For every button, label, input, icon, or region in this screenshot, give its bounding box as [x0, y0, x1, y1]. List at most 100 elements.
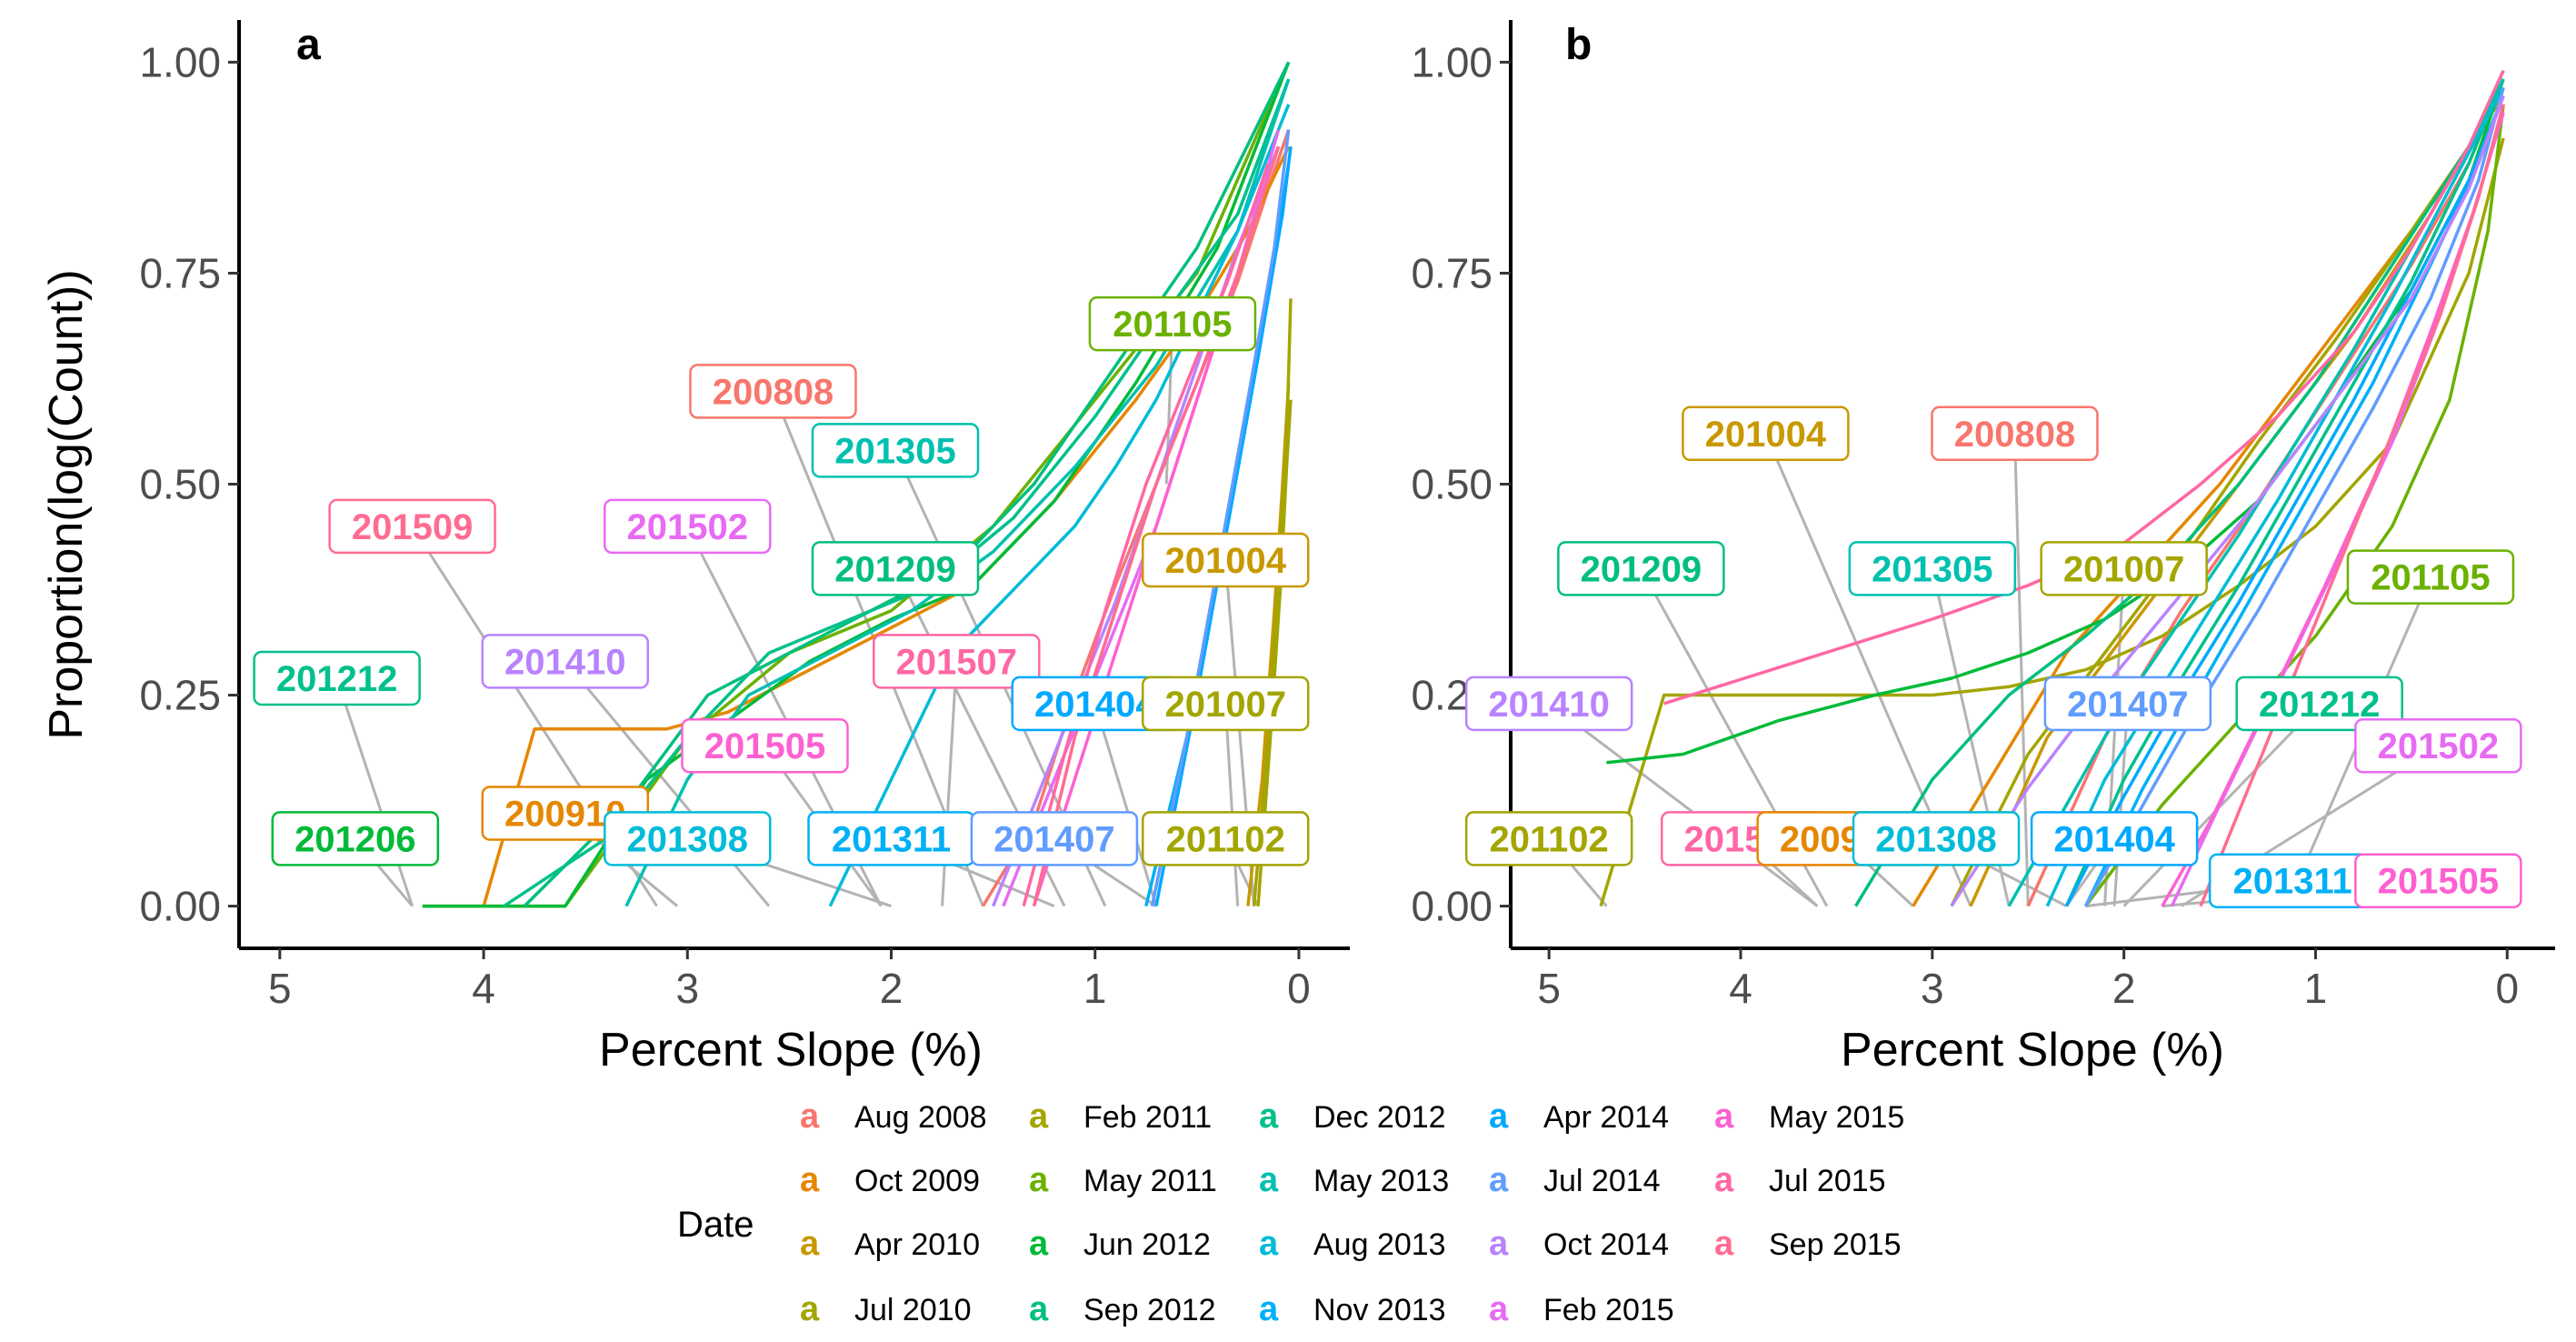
x-tick-label: 3	[1921, 965, 1944, 1012]
legend-item-201311: a Nov 2013	[1259, 1290, 1446, 1328]
legend-key-glyph: a	[1714, 1225, 1734, 1263]
series-label-text: 201308	[1875, 819, 1996, 859]
legend-key-glyph: a	[1714, 1097, 1734, 1136]
legend-item-label: May 2015	[1769, 1100, 1904, 1135]
x-tick-label: 1	[2304, 965, 2328, 1012]
legend-item-201209: a Sep 2012	[1029, 1290, 1216, 1328]
series-label-201007: 201007	[1141, 676, 1310, 732]
legend-key-glyph: a	[1029, 1097, 1049, 1136]
legend-key-glyph: a	[1259, 1225, 1279, 1263]
legend-item-label: Aug 2008	[854, 1100, 987, 1135]
legend-item-201410: a Oct 2014	[1489, 1225, 1669, 1263]
series-label-text: 201305	[834, 431, 955, 471]
legend-item-label: Jul 2010	[854, 1293, 972, 1327]
legend-key-glyph: a	[1489, 1161, 1509, 1199]
series-line-201209	[1854, 69, 2505, 907]
series-label-text: 201007	[2063, 549, 2184, 589]
series-label-box	[811, 541, 980, 596]
legend-item-label: Jun 2012	[1083, 1227, 1211, 1262]
series-line-201102	[1599, 137, 2505, 907]
series-label-201502: 201502	[604, 498, 772, 555]
x-tick-label: 0	[2495, 965, 2519, 1012]
legend-item-201404: a Apr 2014	[1489, 1097, 1669, 1136]
legend-item-201507: a Jul 2015	[1714, 1161, 1886, 1199]
series-label-text: 201407	[2067, 685, 2188, 725]
series-line-201509	[2199, 104, 2505, 907]
series-line-201212	[2064, 78, 2505, 907]
legend-item-201407: a Jul 2014	[1489, 1161, 1661, 1199]
legend-item-label: May 2011	[1083, 1164, 1217, 1198]
series-label-text: 201404	[1034, 685, 1156, 725]
series-label-box	[873, 634, 1041, 689]
series-label-box	[689, 364, 857, 419]
series-label-text: 201410	[1488, 685, 1609, 725]
x-tick-label: 5	[1537, 965, 1561, 1012]
legend-key-glyph: a	[800, 1161, 820, 1199]
panel-a-tag: a	[296, 21, 321, 69]
series-line-201308	[2045, 86, 2505, 907]
series-label-text: 201212	[276, 659, 397, 699]
legend-item-label: Sep 2015	[1769, 1227, 1902, 1262]
series-label-200808: 200808	[689, 364, 857, 419]
series-label-201212: 201212	[253, 650, 421, 706]
series-label-text: 201407	[993, 819, 1114, 859]
legend-item-label: Aug 2013	[1313, 1227, 1446, 1262]
legend-item-label: May 2013	[1313, 1164, 1449, 1198]
series-label-box	[2354, 853, 2522, 908]
legend-item-label: Sep 2012	[1083, 1293, 1216, 1327]
series-label-201502: 201502	[2354, 717, 2522, 774]
x-tick-label: 1	[1083, 965, 1107, 1012]
legend-item-201004: a Apr 2010	[800, 1225, 980, 1263]
legend-key-glyph: a	[800, 1290, 820, 1328]
series-label-box	[253, 650, 421, 706]
series-label-201206: 201206	[271, 811, 440, 866]
legend-item-label: Feb 2011	[1083, 1100, 1212, 1135]
series-label-text: 201502	[627, 507, 748, 547]
series-label-box	[2043, 676, 2212, 732]
legend-key-glyph: a	[1259, 1290, 1279, 1328]
series-label-201407: 201407	[970, 811, 1139, 866]
series-line-201410	[1950, 95, 2505, 907]
legend-title: Date	[677, 1205, 754, 1245]
series-label-box	[2235, 676, 2403, 732]
series-line-201509	[1032, 145, 1281, 907]
series-label-201311: 201311	[2208, 853, 2377, 908]
legend-item-label: Nov 2013	[1313, 1293, 1446, 1327]
y-tick-label: 0.50	[1411, 461, 1493, 508]
series-label-text: 201209	[1581, 549, 1702, 589]
legend-item-201305: a May 2013	[1259, 1161, 1449, 1199]
series-line-201407	[2083, 86, 2505, 907]
legend-item-label: Oct 2009	[854, 1164, 980, 1198]
series-label-text: 200808	[1954, 415, 2075, 455]
y-tick-label: 1.00	[139, 38, 221, 85]
series-label-text: 201308	[627, 819, 748, 859]
series-label-text: 201311	[832, 819, 951, 859]
series-label-201507: 201507	[873, 634, 1041, 689]
label-leader-201212	[335, 677, 414, 907]
series-label-201410: 201410	[481, 634, 650, 689]
series-label-box	[1464, 811, 1633, 866]
series-label-text: 201509	[352, 507, 473, 547]
series-label-text: 201502	[2378, 726, 2499, 766]
y-tick-label: 0.75	[1411, 249, 1493, 296]
legend-key-glyph: a	[1029, 1161, 1049, 1199]
legend-item-201206: a Jun 2012	[1029, 1225, 1211, 1263]
series-line-201407	[1150, 129, 1291, 906]
label-leader-201007	[1223, 703, 1240, 906]
panel-b-tag: b	[1565, 21, 1592, 69]
label-leader-200808	[2012, 433, 2030, 906]
series-label-text: 201102	[1490, 819, 1609, 859]
series-label-201209: 201209	[1557, 541, 1725, 596]
legend-key-glyph: a	[1259, 1097, 1279, 1136]
legend-item-201007: a Jul 2010	[800, 1290, 972, 1328]
legend-key-glyph: a	[1029, 1290, 1049, 1328]
series-label-box	[1141, 532, 1310, 588]
y-tick-label: 0.75	[139, 249, 221, 296]
panel-a: 0.000.250.500.751.005 4 3 2 1 020110520080820…	[139, 20, 1350, 1012]
series-label-text: 201505	[704, 726, 825, 766]
legend-item-label: Oct 2014	[1543, 1227, 1669, 1262]
legend-key-glyph: a	[800, 1097, 820, 1136]
series-label-text: 201102	[1166, 819, 1285, 859]
legend-key-glyph: a	[1489, 1290, 1509, 1328]
